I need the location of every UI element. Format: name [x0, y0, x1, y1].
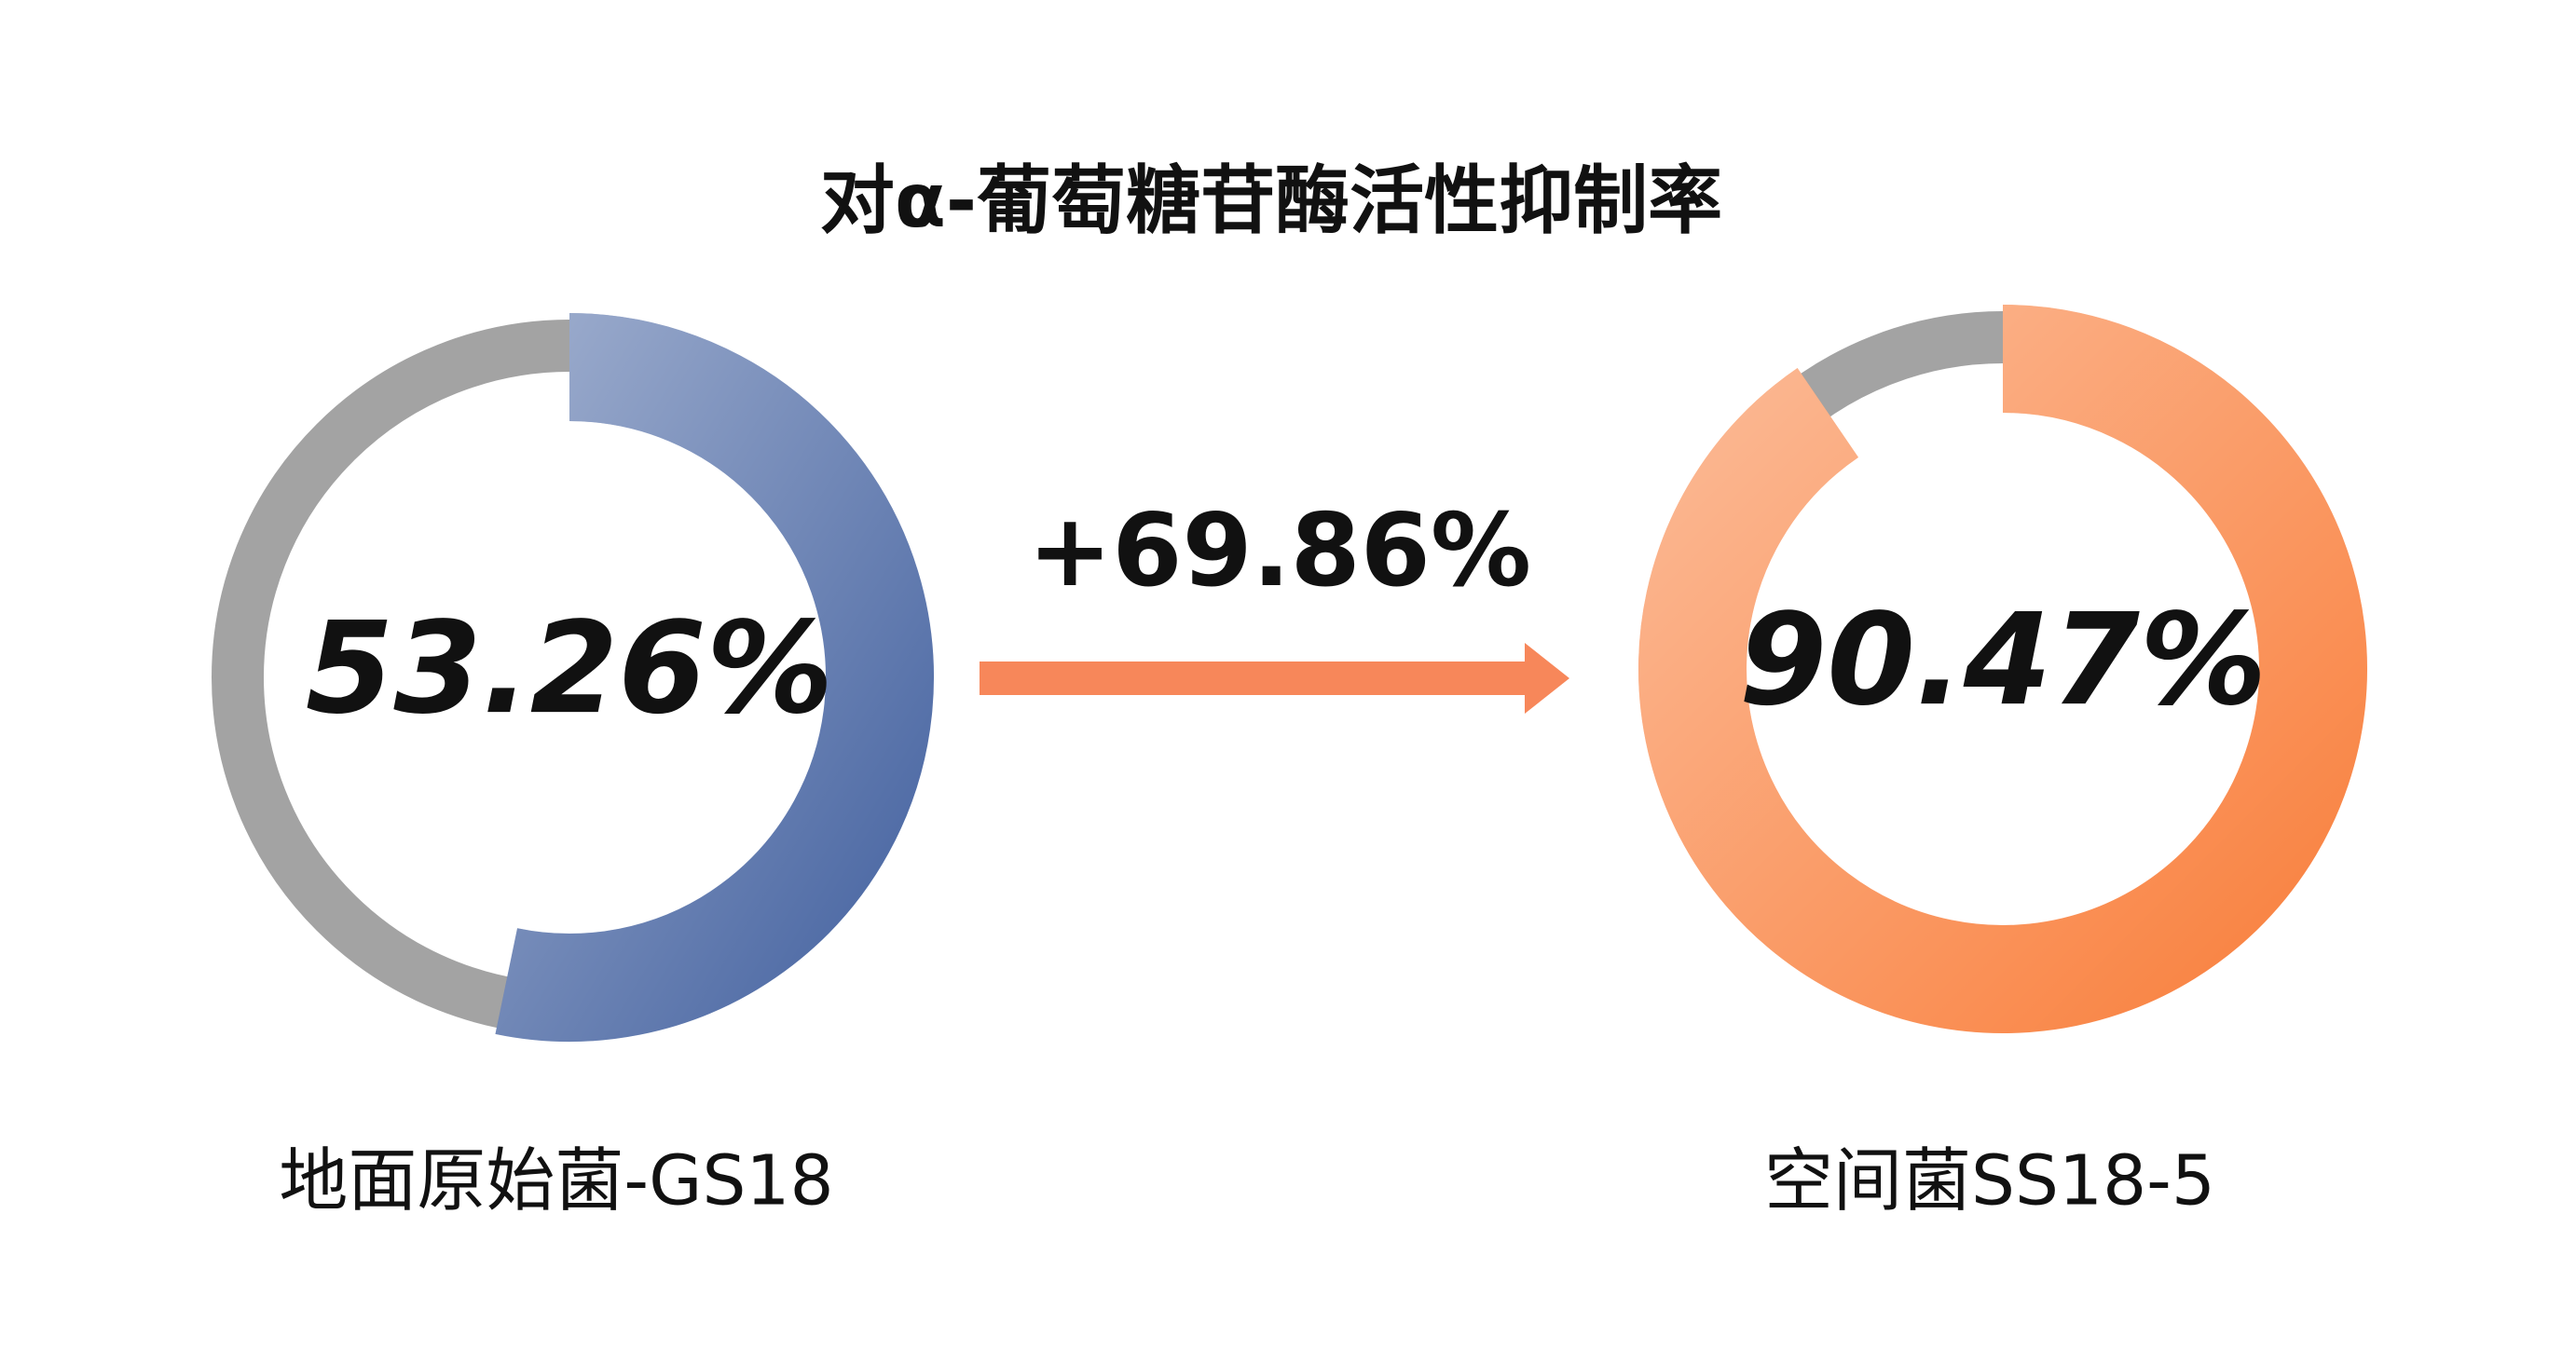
annotation: +69.86% — [1028, 493, 1531, 609]
arc-highlight — [495, 313, 934, 1042]
arrow-head — [1525, 643, 1569, 714]
arc-highlight — [1638, 305, 2367, 1033]
value-label: 90.47% — [1739, 587, 2267, 734]
chart-title: 对α-葡萄糖苷酶活性抑制率 — [820, 157, 1722, 244]
legend-label: 地面原始菌-GS18 — [279, 1141, 833, 1221]
legend-label: 空间菌SS18-5 — [1764, 1141, 2215, 1221]
value-label: 53.26% — [306, 595, 833, 743]
arrow-shaft — [980, 662, 1529, 695]
